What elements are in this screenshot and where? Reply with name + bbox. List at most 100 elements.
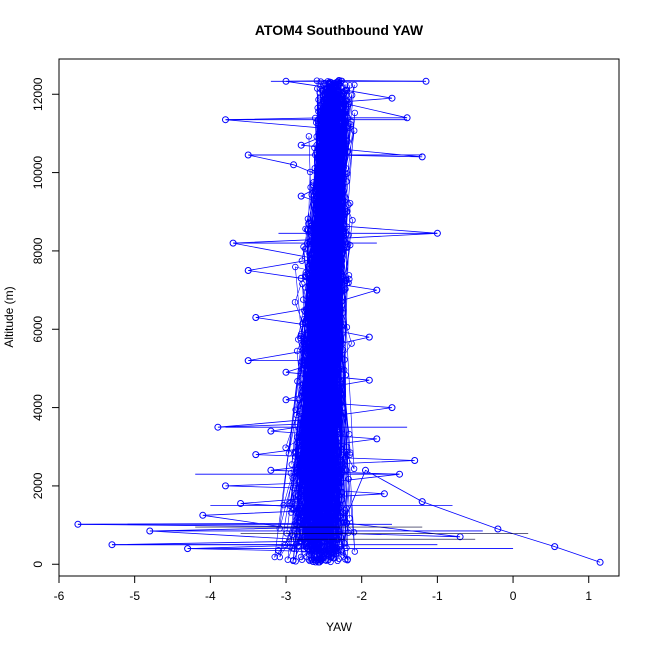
data-point-outlier <box>403 114 411 122</box>
data-point <box>319 361 326 369</box>
data-point <box>316 204 323 211</box>
data-point <box>306 270 313 277</box>
data-point <box>337 390 345 397</box>
data-point <box>314 289 321 296</box>
x-tick-label: -3 <box>281 589 292 603</box>
data-point <box>330 153 337 160</box>
data-point <box>293 497 300 504</box>
data-point <box>328 273 336 281</box>
data-point <box>326 106 333 114</box>
data-point <box>335 423 342 430</box>
data-point <box>343 443 351 450</box>
data-point <box>346 451 354 458</box>
data-point <box>324 426 332 433</box>
data-point <box>318 87 326 94</box>
data-point <box>322 362 329 369</box>
data-point <box>330 462 338 470</box>
data-point-outlier <box>388 94 396 102</box>
data-point <box>308 557 315 564</box>
data-point <box>331 385 338 392</box>
data-point <box>292 406 299 413</box>
data-point <box>310 370 317 377</box>
data-point <box>315 130 322 137</box>
data-point <box>307 509 314 516</box>
data-point <box>343 277 350 284</box>
data-point <box>321 257 328 264</box>
data-point <box>324 94 331 101</box>
data-point <box>326 244 333 251</box>
data-point-outlier <box>327 549 335 556</box>
data-point <box>327 462 334 470</box>
data-point-outlier <box>320 302 328 310</box>
data-point <box>276 553 283 561</box>
data-point <box>343 137 351 144</box>
data-point <box>340 164 347 171</box>
data-point <box>336 540 344 548</box>
data-point <box>338 253 345 260</box>
data-point <box>292 263 299 271</box>
data-point <box>320 283 327 290</box>
data-point <box>351 81 358 89</box>
data-point <box>323 192 330 199</box>
data-point <box>305 133 313 140</box>
data-point-outlier <box>267 427 275 435</box>
data-point <box>333 319 340 327</box>
data-point-outlier <box>305 220 313 227</box>
data-point <box>343 467 350 474</box>
data-point <box>313 557 320 564</box>
data-point <box>306 493 313 501</box>
data-point <box>312 316 319 324</box>
data-point-outlier <box>297 192 305 200</box>
data-point <box>337 380 344 388</box>
data-point <box>349 216 356 224</box>
data-point <box>331 379 339 386</box>
data-point <box>324 133 331 140</box>
data-point-outlier <box>327 176 335 184</box>
data-point <box>308 314 315 322</box>
data-point-outlier <box>222 482 229 490</box>
data-point <box>316 488 323 495</box>
data-point-outlier <box>267 466 275 474</box>
data-point <box>304 438 311 446</box>
data-point <box>344 556 351 563</box>
data-point <box>350 465 358 472</box>
data-point <box>307 489 314 496</box>
y-axis: 0 2000 4000 6000 8000 10000 12000 <box>31 77 60 568</box>
data-point-outlier <box>320 357 328 365</box>
data-point <box>313 306 320 313</box>
data-point <box>287 543 294 551</box>
data-point <box>305 290 313 297</box>
data-point <box>306 333 313 340</box>
data-point <box>305 437 313 444</box>
data-point-outlier <box>320 235 328 243</box>
data-point-outlier <box>388 404 396 412</box>
x-tick-label: 0 <box>510 589 517 603</box>
data-point <box>338 270 345 277</box>
data-point <box>340 321 347 328</box>
data-point <box>338 171 345 179</box>
data-point-outlier <box>335 77 343 84</box>
data-point <box>345 272 353 279</box>
data-point-outlier <box>214 423 222 431</box>
data-point <box>325 364 332 371</box>
data-point <box>304 382 311 390</box>
data-point <box>332 163 340 170</box>
data-point <box>344 138 351 145</box>
data-point <box>294 439 301 446</box>
data-point <box>315 392 322 399</box>
data-point <box>324 119 331 127</box>
data-point-outlier <box>362 466 369 474</box>
data-point <box>338 323 345 330</box>
data-point <box>317 370 324 377</box>
data-point <box>288 461 295 468</box>
data-point <box>348 91 356 99</box>
data-point <box>318 463 326 470</box>
data-point <box>324 291 331 298</box>
data-point <box>315 334 323 341</box>
data-point <box>338 139 345 146</box>
data-point <box>348 118 355 125</box>
data-point <box>342 556 349 563</box>
data-point <box>294 514 301 522</box>
data-point <box>303 339 310 347</box>
data-point <box>324 351 331 358</box>
